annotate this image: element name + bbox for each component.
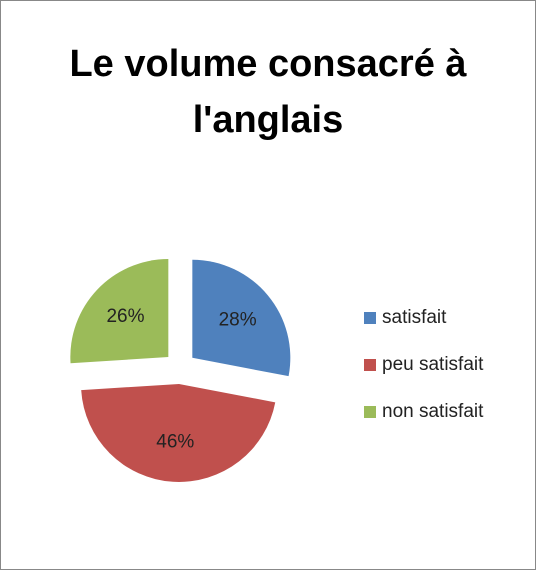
pie-slice — [70, 259, 169, 364]
pie-slice — [81, 383, 276, 482]
data-label: 26% — [106, 306, 144, 327]
pie-slice — [192, 259, 291, 377]
legend-swatch — [364, 312, 376, 324]
legend-label: peu satisfait — [382, 354, 484, 375]
chart-title: Le volume consacré à l'anglais — [69, 43, 467, 141]
legend-swatch — [364, 406, 376, 418]
legend-swatch — [364, 359, 376, 371]
data-label: 28% — [219, 309, 257, 330]
data-label: 46% — [156, 432, 194, 453]
legend-label: non satisfait — [382, 401, 484, 422]
legend-label: satisfait — [382, 307, 447, 328]
